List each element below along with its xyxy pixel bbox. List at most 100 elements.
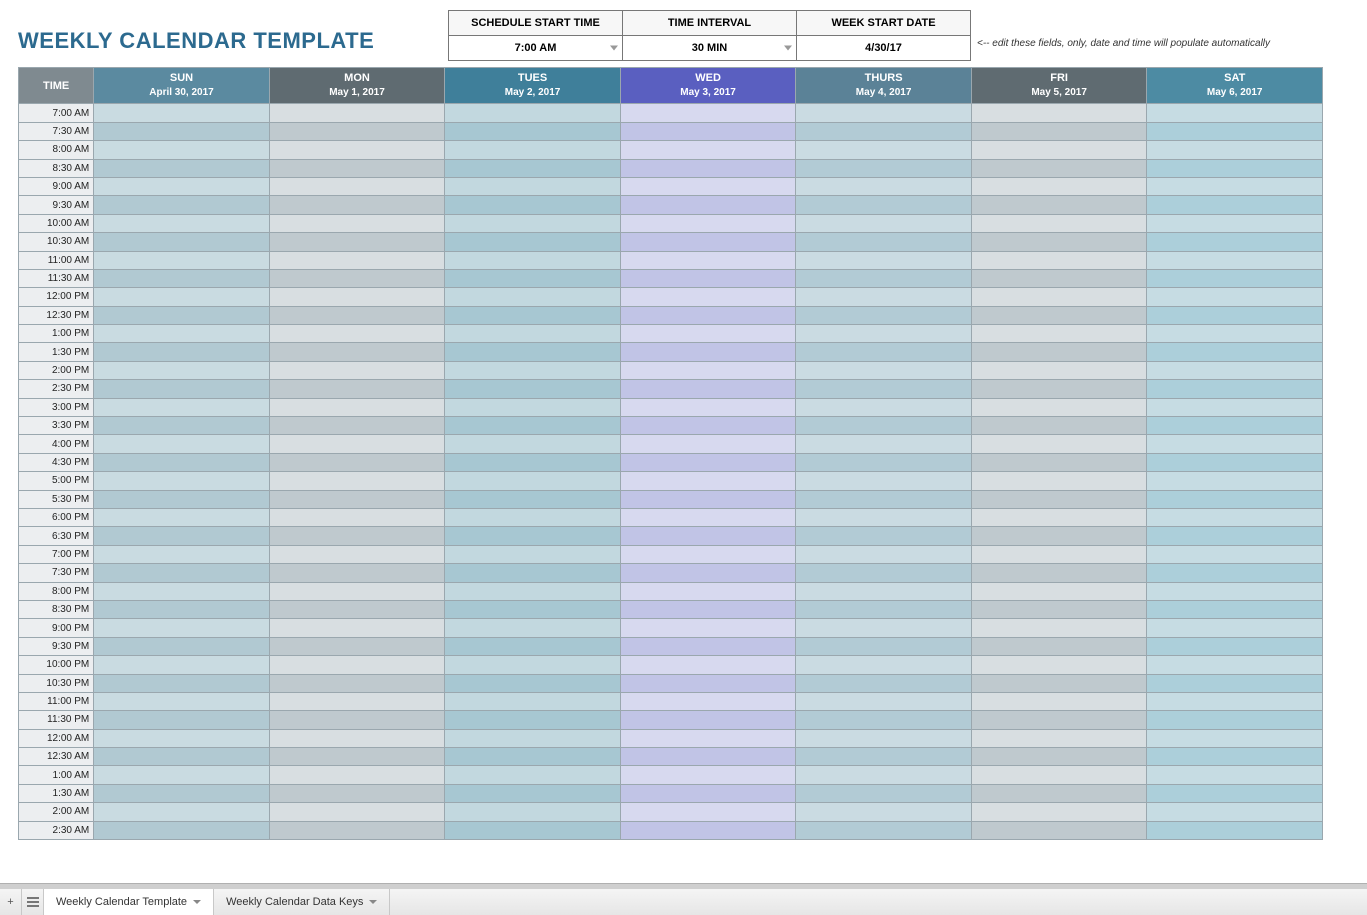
calendar-cell[interactable] xyxy=(796,141,972,159)
calendar-cell[interactable] xyxy=(94,564,270,582)
calendar-cell[interactable] xyxy=(269,269,445,287)
calendar-cell[interactable] xyxy=(620,711,796,729)
calendar-cell[interactable] xyxy=(620,177,796,195)
calendar-cell[interactable] xyxy=(620,453,796,471)
calendar-cell[interactable] xyxy=(1147,417,1323,435)
calendar-cell[interactable] xyxy=(94,177,270,195)
calendar-cell[interactable] xyxy=(269,141,445,159)
calendar-cell[interactable] xyxy=(445,288,621,306)
calendar-cell[interactable] xyxy=(796,159,972,177)
calendar-cell[interactable] xyxy=(94,306,270,324)
calendar-cell[interactable] xyxy=(94,508,270,526)
calendar-cell[interactable] xyxy=(445,177,621,195)
calendar-cell[interactable] xyxy=(1147,711,1323,729)
calendar-cell[interactable] xyxy=(620,288,796,306)
calendar-cell[interactable] xyxy=(1147,398,1323,416)
all-sheets-button[interactable] xyxy=(22,888,44,915)
calendar-cell[interactable] xyxy=(620,380,796,398)
calendar-cell[interactable] xyxy=(620,325,796,343)
calendar-cell[interactable] xyxy=(971,380,1147,398)
calendar-cell[interactable] xyxy=(269,582,445,600)
calendar-cell[interactable] xyxy=(269,674,445,692)
calendar-cell[interactable] xyxy=(796,729,972,747)
add-sheet-button[interactable]: + xyxy=(0,888,22,915)
calendar-cell[interactable] xyxy=(1147,269,1323,287)
calendar-cell[interactable] xyxy=(269,766,445,784)
calendar-cell[interactable] xyxy=(94,233,270,251)
calendar-cell[interactable] xyxy=(445,380,621,398)
calendar-cell[interactable] xyxy=(269,490,445,508)
calendar-cell[interactable] xyxy=(971,343,1147,361)
calendar-cell[interactable] xyxy=(269,656,445,674)
calendar-cell[interactable] xyxy=(269,122,445,140)
calendar-cell[interactable] xyxy=(269,564,445,582)
calendar-cell[interactable] xyxy=(445,766,621,784)
calendar-cell[interactable] xyxy=(796,196,972,214)
calendar-cell[interactable] xyxy=(445,214,621,232)
calendar-cell[interactable] xyxy=(445,508,621,526)
calendar-cell[interactable] xyxy=(1147,748,1323,766)
calendar-cell[interactable] xyxy=(269,325,445,343)
calendar-cell[interactable] xyxy=(796,545,972,563)
calendar-cell[interactable] xyxy=(620,141,796,159)
calendar-cell[interactable] xyxy=(445,361,621,379)
calendar-cell[interactable] xyxy=(620,104,796,122)
calendar-cell[interactable] xyxy=(269,508,445,526)
calendar-cell[interactable] xyxy=(620,508,796,526)
calendar-cell[interactable] xyxy=(269,748,445,766)
calendar-cell[interactable] xyxy=(971,177,1147,195)
calendar-cell[interactable] xyxy=(1147,582,1323,600)
calendar-cell[interactable] xyxy=(796,711,972,729)
calendar-cell[interactable] xyxy=(445,453,621,471)
calendar-cell[interactable] xyxy=(1147,435,1323,453)
calendar-cell[interactable] xyxy=(445,729,621,747)
calendar-cell[interactable] xyxy=(445,692,621,710)
calendar-cell[interactable] xyxy=(971,803,1147,821)
calendar-cell[interactable] xyxy=(971,784,1147,802)
calendar-cell[interactable] xyxy=(445,674,621,692)
calendar-cell[interactable] xyxy=(94,674,270,692)
calendar-cell[interactable] xyxy=(269,288,445,306)
calendar-cell[interactable] xyxy=(620,692,796,710)
calendar-cell[interactable] xyxy=(971,159,1147,177)
calendar-cell[interactable] xyxy=(94,343,270,361)
calendar-cell[interactable] xyxy=(94,104,270,122)
calendar-cell[interactable] xyxy=(94,748,270,766)
calendar-cell[interactable] xyxy=(796,398,972,416)
calendar-cell[interactable] xyxy=(796,821,972,839)
calendar-cell[interactable] xyxy=(445,711,621,729)
calendar-cell[interactable] xyxy=(445,306,621,324)
calendar-cell[interactable] xyxy=(620,233,796,251)
calendar-cell[interactable] xyxy=(94,803,270,821)
calendar-cell[interactable] xyxy=(796,766,972,784)
calendar-cell[interactable] xyxy=(94,582,270,600)
calendar-cell[interactable] xyxy=(445,821,621,839)
calendar-cell[interactable] xyxy=(269,453,445,471)
calendar-cell[interactable] xyxy=(971,306,1147,324)
calendar-cell[interactable] xyxy=(1147,637,1323,655)
calendar-cell[interactable] xyxy=(94,122,270,140)
calendar-cell[interactable] xyxy=(796,343,972,361)
calendar-cell[interactable] xyxy=(796,104,972,122)
calendar-cell[interactable] xyxy=(971,582,1147,600)
calendar-cell[interactable] xyxy=(94,417,270,435)
calendar-cell[interactable] xyxy=(94,711,270,729)
calendar-cell[interactable] xyxy=(971,269,1147,287)
calendar-cell[interactable] xyxy=(94,398,270,416)
calendar-cell[interactable] xyxy=(971,527,1147,545)
calendar-cell[interactable] xyxy=(620,527,796,545)
calendar-cell[interactable] xyxy=(445,619,621,637)
calendar-cell[interactable] xyxy=(269,711,445,729)
calendar-cell[interactable] xyxy=(620,674,796,692)
calendar-cell[interactable] xyxy=(796,269,972,287)
calendar-cell[interactable] xyxy=(94,141,270,159)
sheet-tab-weekly-calendar-template[interactable]: Weekly Calendar Template xyxy=(44,887,214,915)
calendar-cell[interactable] xyxy=(445,269,621,287)
calendar-cell[interactable] xyxy=(971,821,1147,839)
calendar-cell[interactable] xyxy=(796,527,972,545)
calendar-cell[interactable] xyxy=(445,233,621,251)
calendar-cell[interactable] xyxy=(94,729,270,747)
calendar-cell[interactable] xyxy=(1147,766,1323,784)
calendar-cell[interactable] xyxy=(445,435,621,453)
calendar-cell[interactable] xyxy=(445,104,621,122)
